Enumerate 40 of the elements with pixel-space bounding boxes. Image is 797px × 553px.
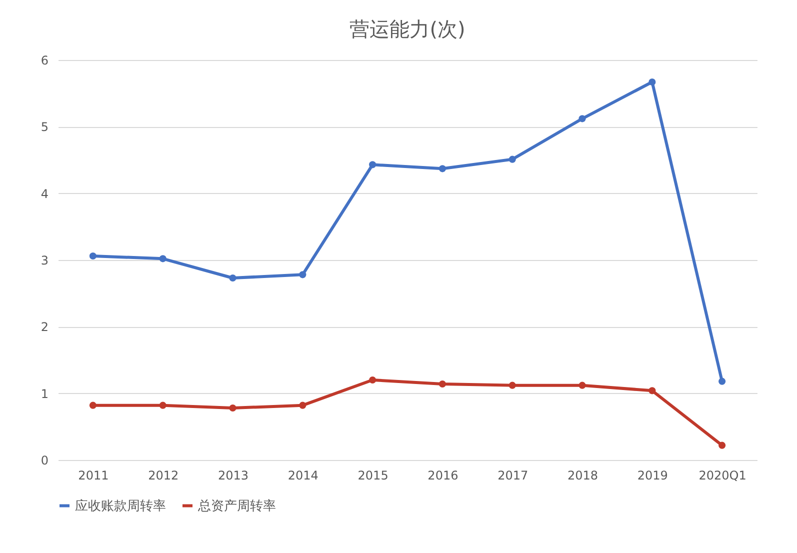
y-tick-label: 4 xyxy=(40,186,48,201)
point xyxy=(159,402,166,409)
point xyxy=(508,156,516,163)
x-tick-label: 2014 xyxy=(288,468,318,482)
point xyxy=(89,252,96,260)
point xyxy=(369,161,376,168)
point xyxy=(159,255,166,262)
point xyxy=(299,271,306,278)
point xyxy=(89,402,96,409)
y-tick-label: 5 xyxy=(40,120,48,134)
legend-label: 总资产周转率 xyxy=(197,498,276,514)
point xyxy=(578,115,586,122)
point xyxy=(299,402,306,409)
point xyxy=(369,376,376,384)
x-tick-label: 2011 xyxy=(78,468,109,482)
point xyxy=(438,380,446,388)
x-tick-label: 2020Q1 xyxy=(698,468,746,482)
point xyxy=(508,382,516,389)
y-tick-label: 0 xyxy=(40,454,48,468)
point xyxy=(229,274,236,282)
x-tick-label: 2018 xyxy=(567,468,598,482)
point xyxy=(578,382,586,389)
x-tick-label: 2016 xyxy=(428,468,458,482)
point xyxy=(229,404,236,412)
y-tick-label: 3 xyxy=(40,254,48,268)
point xyxy=(438,165,446,172)
point xyxy=(648,387,656,394)
point xyxy=(718,442,726,449)
y-tick-label: 6 xyxy=(40,54,48,68)
point xyxy=(648,78,656,86)
y-tick-label: 2 xyxy=(40,320,48,334)
x-tick-label: 2015 xyxy=(358,468,388,482)
chart-title: 营运能力(次) xyxy=(350,17,466,41)
point xyxy=(718,378,726,385)
x-tick-label: 2017 xyxy=(498,468,528,482)
legend-label: 应收账款周转率 xyxy=(75,498,166,514)
x-tick-label: 2013 xyxy=(218,468,249,482)
y-tick-label: 1 xyxy=(40,386,48,401)
x-tick-label: 2019 xyxy=(637,468,668,482)
x-tick-label: 2012 xyxy=(148,468,179,482)
